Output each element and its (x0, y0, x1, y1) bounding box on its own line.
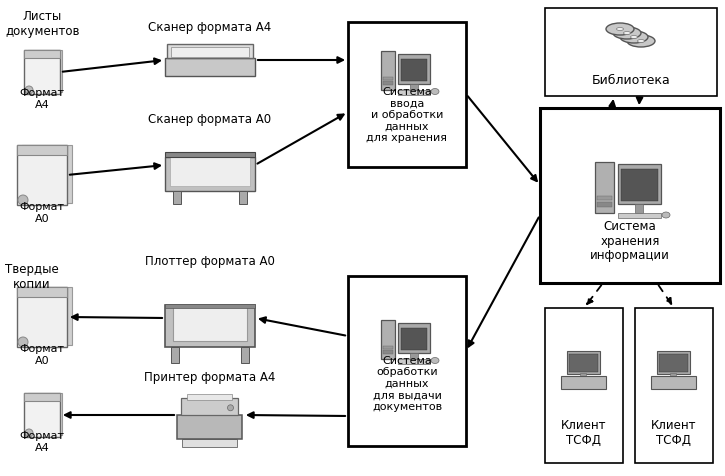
Bar (188, 394, 233, 400)
Ellipse shape (662, 212, 670, 218)
Bar (597, 196, 612, 200)
Circle shape (18, 195, 28, 205)
Bar (671, 373, 676, 378)
Bar (545, 308, 623, 463)
Bar (401, 59, 427, 80)
Bar (545, 8, 717, 96)
Text: Формат
А4: Формат А4 (20, 88, 65, 110)
Bar (17, 287, 67, 297)
Bar (241, 347, 249, 363)
Text: Листы
документов: Листы документов (5, 10, 80, 38)
Bar (561, 376, 607, 389)
Bar (165, 157, 255, 191)
Bar (635, 204, 643, 213)
Bar (183, 439, 238, 447)
Ellipse shape (616, 28, 624, 30)
Bar (178, 415, 242, 439)
Text: Сканер формата А4: Сканер формата А4 (149, 21, 272, 34)
Text: Принтер формата А4: Принтер формата А4 (144, 371, 276, 385)
Bar (568, 351, 600, 374)
Text: Система
хранения
информации: Система хранения информации (590, 219, 670, 262)
Text: Плоттер формата А0: Плоттер формата А0 (145, 256, 275, 268)
Bar (348, 22, 466, 167)
Bar (173, 307, 247, 341)
Bar (398, 323, 430, 353)
Circle shape (25, 86, 33, 94)
Text: Формат
А0: Формат А0 (20, 202, 65, 224)
Bar (383, 350, 393, 354)
Bar (24, 393, 60, 437)
Ellipse shape (613, 27, 641, 39)
Bar (381, 51, 395, 89)
Text: Система
ввода
и обработки
данных
для хранения: Система ввода и обработки данных для хра… (367, 87, 447, 143)
Text: Твердые
копии: Твердые копии (5, 263, 59, 291)
Bar (239, 191, 247, 204)
Text: Формат
А4: Формат А4 (20, 431, 65, 453)
Bar (398, 89, 430, 95)
Circle shape (25, 429, 33, 437)
Circle shape (18, 337, 28, 347)
Bar (621, 169, 658, 201)
Bar (383, 77, 393, 79)
Bar (22, 287, 72, 345)
Bar (22, 145, 72, 203)
Bar (597, 202, 612, 207)
Bar (165, 304, 255, 307)
Bar (348, 276, 466, 446)
Bar (181, 398, 239, 415)
Ellipse shape (624, 31, 631, 34)
Bar (24, 50, 60, 94)
Bar (171, 347, 179, 363)
Bar (383, 346, 393, 348)
Bar (570, 354, 599, 372)
Bar (17, 145, 67, 205)
Bar (383, 81, 393, 85)
Bar (401, 327, 427, 349)
Text: Система
обработки
данных
для выдачи
документов: Система обработки данных для выдачи доку… (372, 356, 442, 412)
Bar (173, 191, 181, 204)
Bar (24, 50, 60, 58)
Bar (410, 353, 418, 358)
Bar (171, 47, 249, 57)
Bar (581, 373, 587, 378)
Bar (17, 287, 67, 347)
Bar (635, 308, 713, 463)
Bar (170, 158, 250, 186)
Bar (398, 53, 430, 83)
Bar (658, 351, 690, 374)
Text: Библиотека: Библиотека (592, 73, 671, 87)
Bar (167, 44, 253, 59)
Ellipse shape (620, 31, 648, 43)
Bar (165, 305, 255, 347)
Bar (17, 145, 67, 155)
Ellipse shape (431, 357, 439, 364)
Ellipse shape (637, 40, 645, 42)
Text: Сканер формата А0: Сканер формата А0 (149, 113, 272, 127)
Ellipse shape (631, 36, 637, 39)
Bar (618, 164, 661, 204)
Ellipse shape (606, 23, 634, 35)
Bar (660, 354, 689, 372)
Bar (28, 393, 62, 435)
Text: Формат
А0: Формат А0 (20, 344, 65, 366)
Bar (410, 83, 418, 89)
Ellipse shape (627, 35, 655, 47)
Bar (381, 320, 395, 358)
Bar (618, 213, 661, 218)
Text: Клиент
ТСФД: Клиент ТСФД (651, 419, 697, 447)
Bar (165, 59, 255, 76)
Bar (165, 152, 255, 157)
Ellipse shape (431, 89, 439, 95)
Text: Клиент
ТСФД: Клиент ТСФД (561, 419, 607, 447)
Bar (652, 376, 697, 389)
Bar (398, 358, 430, 364)
Bar (24, 393, 60, 401)
Bar (595, 162, 614, 213)
Bar (540, 108, 720, 283)
Circle shape (228, 405, 233, 411)
Bar (28, 50, 62, 92)
